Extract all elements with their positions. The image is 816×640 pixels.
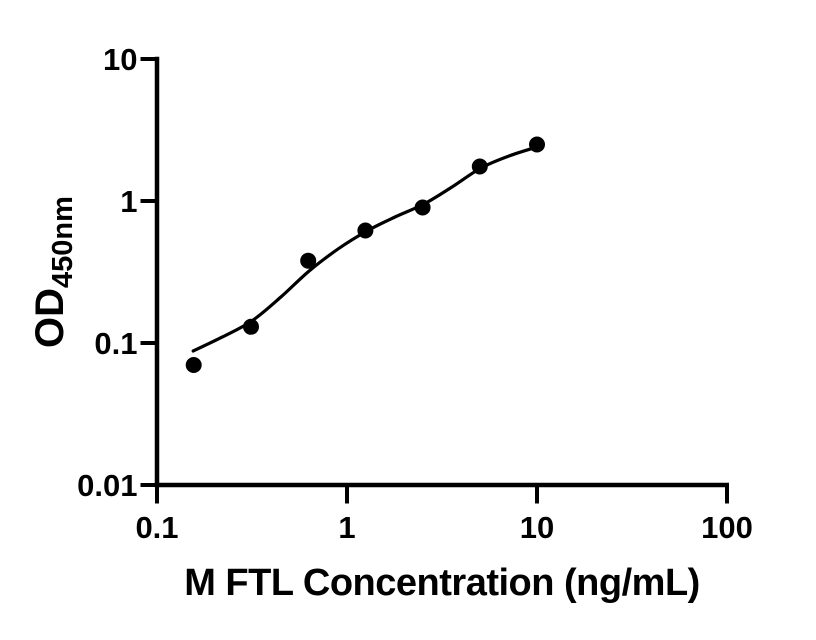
data-point: [471, 158, 488, 175]
data-point: [300, 252, 317, 269]
data-point: [357, 222, 374, 239]
fit-curve: [191, 145, 539, 353]
data-point: [529, 136, 545, 153]
data-point: [414, 199, 431, 216]
data-point: [185, 357, 202, 373]
data-point: [243, 318, 259, 335]
x-axis-title: M FTL Concentration (ng/mL): [184, 562, 700, 604]
x-tick-label: 100: [701, 510, 753, 545]
y-tick-label: 0.1: [94, 326, 137, 361]
y-tick-label: 1: [120, 184, 137, 219]
axes-layer: 10 1 0.1 0.01 0.1 1 10 100: [77, 42, 753, 545]
y-axis-title-main: OD: [28, 288, 72, 348]
data-series-layer: [185, 136, 545, 373]
y-axis-title-subscript: 450nm: [47, 196, 79, 288]
y-tick-label: 0.01: [77, 468, 137, 503]
x-tick-label: 0.1: [135, 510, 178, 545]
y-tick-label: 10: [103, 42, 137, 77]
x-tick-label: 10: [520, 510, 554, 545]
y-axis-title: OD450nm: [28, 196, 79, 348]
x-tick-label: 1: [338, 510, 355, 545]
